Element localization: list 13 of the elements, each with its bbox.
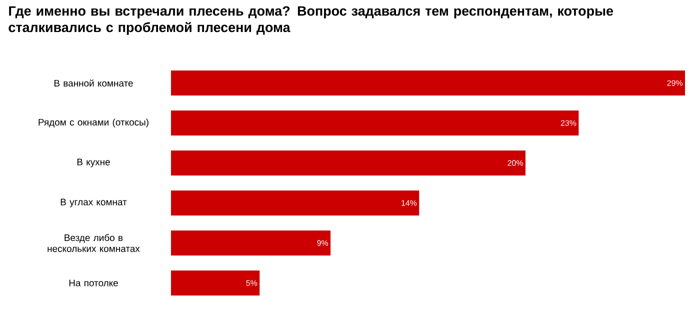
y-tick-label: В кухне — [77, 158, 110, 168]
chart-title: Где именно вы встречали плесень дома? Вопрос задавался тем респондентам, которые сталкивались с проблемой плесени дома — [8, 6, 614, 35]
bar — [171, 270, 260, 296]
y-tick-label: В углах комнат — [60, 198, 127, 208]
y-tick-label: В ванной комнате — [54, 79, 133, 87]
y-tick-label: Везде либо в нескольких комнатах — [48, 234, 140, 252]
bar — [171, 190, 420, 216]
y-tick-label: На потолке — [69, 280, 118, 286]
bar — [171, 110, 579, 136]
bar — [171, 230, 331, 256]
bar — [171, 70, 686, 96]
bar — [171, 150, 526, 176]
y-tick-label: Рядом с окнами (откосы) — [38, 118, 148, 128]
